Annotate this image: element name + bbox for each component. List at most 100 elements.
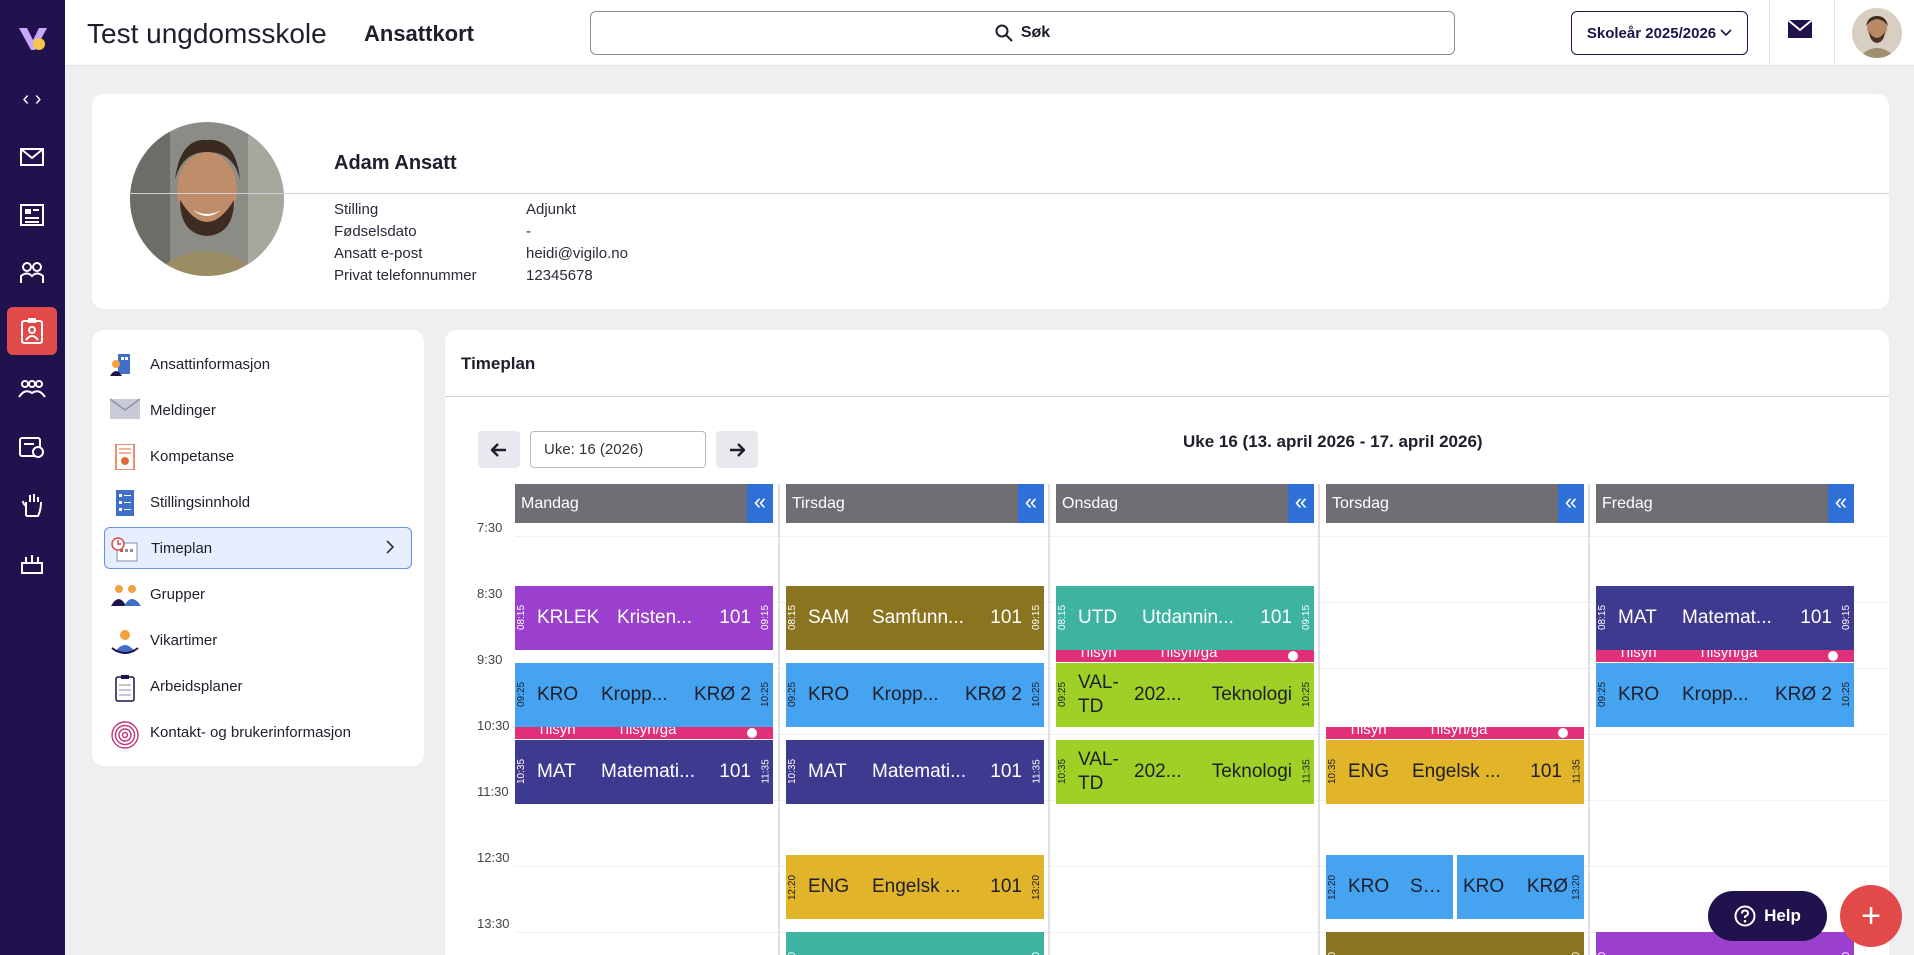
lesson-name: Matemat... (1682, 606, 1772, 628)
user-avatar[interactable] (1852, 8, 1902, 58)
lesson-start-time: 10:35 (515, 740, 529, 804)
lesson-block[interactable]: 08:15 09:15 UTD Utdannin... 101 (1056, 585, 1314, 650)
lesson-block[interactable]: 10:35 11:35 MAT Matemati... 101 (786, 739, 1044, 804)
lesson-code: KRO (1618, 683, 1660, 705)
lesson-block[interactable]: 10:35 11:35 MAT Matemati... 101 (515, 739, 773, 804)
week-input[interactable]: Uke: 16 (2026) (530, 431, 706, 468)
menu-item-kompetanse[interactable]: Kompetanse (104, 435, 412, 477)
lesson-end-time: 10:25 (1030, 663, 1044, 727)
lesson-block[interactable]: 08:15 09:15 SAM Samfunn... 101 (786, 585, 1044, 650)
collapse-icon[interactable]: « (1018, 484, 1044, 523)
hour-gridline (515, 932, 1889, 933)
clock-calendar-icon (111, 537, 139, 562)
duty-strip[interactable]: Tilsyn Tilsyn/ga (1596, 649, 1854, 662)
lesson-block[interactable]: 09:25 10:25 VAL-TD 202... Teknologi (1056, 662, 1314, 727)
day-name: Torsdag (1332, 495, 1389, 512)
schedule-icon[interactable] (7, 423, 57, 471)
chevron-down-icon (1720, 29, 1732, 37)
duty-name: Tilsyn/ga (1158, 649, 1218, 661)
lesson-block[interactable]: 10:35 11:35 VAL-TD 202... Teknologi (1056, 739, 1314, 804)
lesson-block[interactable]: 13:20 KRO KRØ (1457, 855, 1584, 919)
lesson-code: KRO (1463, 876, 1505, 897)
collapse-icon[interactable]: « (1288, 484, 1314, 523)
lesson-code: UTD (1078, 606, 1118, 628)
lesson-name: 202... (1134, 760, 1182, 782)
lesson-end-time: 11:35 (1300, 740, 1314, 804)
time-text: 11:35 (1301, 759, 1313, 784)
panel-title: Timeplan (461, 354, 536, 373)
menu-item-label: Meldinger (150, 401, 216, 419)
menu-item-vikartimer[interactable]: Vikartimer (104, 619, 412, 661)
time-text: 09:15 (760, 604, 772, 631)
school-year-select[interactable]: Skoleår 2025/2026 (1571, 11, 1748, 55)
lesson-block[interactable]: 12:20 KRO Svøm (1326, 855, 1453, 919)
lesson-block[interactable]: 09:25 10:25 KRO Kropp... KRØ 2 (786, 662, 1044, 727)
lesson-block[interactable]: 09:25 10:25 KRO Kropp... KRØ 2 (515, 662, 773, 727)
collapse-icon[interactable]: « (747, 484, 773, 523)
lesson-start-time: 10:35 (1326, 740, 1340, 804)
lesson-room: 101 (990, 606, 1022, 628)
field-value: - (526, 223, 531, 240)
week-title: Uke 16 (13. april 2026 - 17. april 2026) (1183, 432, 1483, 451)
lesson-end-time: 14:30 (1030, 932, 1044, 955)
lesson-block[interactable]: 10:35 11:35 ENG Engelsk ... 101 (1326, 739, 1584, 804)
add-button[interactable]: + (1840, 885, 1902, 947)
time-text: 10:25 (1301, 681, 1313, 708)
lesson-block[interactable]: 09:25 10:25 KRO Kropp... KRØ 2 (1596, 662, 1854, 727)
lesson-room: 101 (1530, 953, 1562, 955)
groups-icon[interactable] (7, 365, 57, 413)
help-button[interactable]: Help (1708, 891, 1827, 941)
lesson-name: Matemati... (872, 760, 966, 782)
time-text: 10:35 (1327, 758, 1339, 785)
time-text: 11:35 (760, 759, 772, 784)
day-separator (778, 484, 780, 955)
mail-icon[interactable] (7, 133, 57, 181)
lesson-end-time: 09:15 (759, 586, 773, 650)
prev-week-button[interactable] (478, 431, 520, 468)
search-input[interactable]: Søk (590, 11, 1455, 55)
lesson-room: Teknologi (1211, 760, 1292, 782)
menu-item-timeplan[interactable]: Timeplan (104, 527, 412, 569)
logo-icon[interactable] (17, 22, 49, 57)
menu-item-label: Kontakt- og brukerinformasjon (150, 723, 351, 741)
duty-strip[interactable]: Tilsyn Tilsyn/ga (1326, 726, 1584, 739)
time-text: 14:30 (1842, 951, 1853, 955)
lesson-code: VAL-TD (1078, 671, 1119, 717)
lesson-code: ENG (1348, 760, 1390, 782)
people-icon[interactable] (7, 249, 57, 297)
lesson-block[interactable]: 08:15 09:15 KRLEK Kristen... 101 (515, 585, 773, 650)
lesson-block[interactable]: 08:15 09:15 MAT Matemat... 101 (1596, 585, 1854, 650)
employee-card-icon[interactable] (7, 307, 57, 355)
lesson-block[interactable]: 13:3014:30SAMSamfunn...101 (1326, 932, 1584, 955)
code-icon[interactable]: ‹ › (22, 87, 42, 110)
time-text: 13:30 (788, 951, 799, 955)
lesson-room: 101 (1800, 606, 1832, 628)
duty-strip[interactable]: Tilsyn Tilsyn/ga (1056, 649, 1314, 662)
lesson-block[interactable]: 12:20 13:20 ENG Engelsk ... 101 (786, 855, 1044, 919)
menu-item-arbeidsplaner[interactable]: Arbeidsplaner (104, 665, 412, 707)
menu-item-label: Ansattinformasjon (150, 355, 271, 373)
day-separator (1588, 484, 1590, 955)
lesson-start-time: 13:30 (786, 932, 800, 955)
collapse-icon[interactable]: « (1558, 484, 1584, 523)
time-text: 10:25 (1841, 681, 1853, 708)
menu-item-grupper[interactable]: Grupper (104, 573, 412, 615)
lesson-block[interactable]: 13:3014:30UTDUtdannin...104 (786, 932, 1044, 955)
clipboard-icon (110, 674, 138, 702)
menu-item-label: Timeplan (151, 539, 213, 557)
duty-strip[interactable]: Tilsyn Tilsyn/ga (515, 726, 773, 739)
menu-item-ansattinformasjon[interactable]: Ansattinformasjon (104, 343, 412, 385)
lesson-end-time: 14:30 (1570, 932, 1584, 955)
messages-icon[interactable] (1787, 19, 1813, 44)
duty-code: Tilsyn (1348, 726, 1387, 738)
menu-item-meldinger[interactable]: Meldinger (104, 389, 412, 431)
collapse-icon[interactable]: « (1828, 484, 1854, 523)
menu-item-stillingsinnhold[interactable]: Stillingsinnhold (104, 481, 412, 523)
cake-icon[interactable] (7, 539, 57, 587)
newspaper-icon[interactable] (7, 191, 57, 239)
menu-item-kontakt[interactable]: Kontakt- og brukerinformasjon (104, 711, 412, 753)
next-week-button[interactable] (716, 431, 758, 468)
lesson-end-time: 11:35 (1570, 740, 1584, 804)
lesson-start-time: 08:15 (1596, 586, 1610, 650)
hand-icon[interactable] (7, 481, 57, 529)
